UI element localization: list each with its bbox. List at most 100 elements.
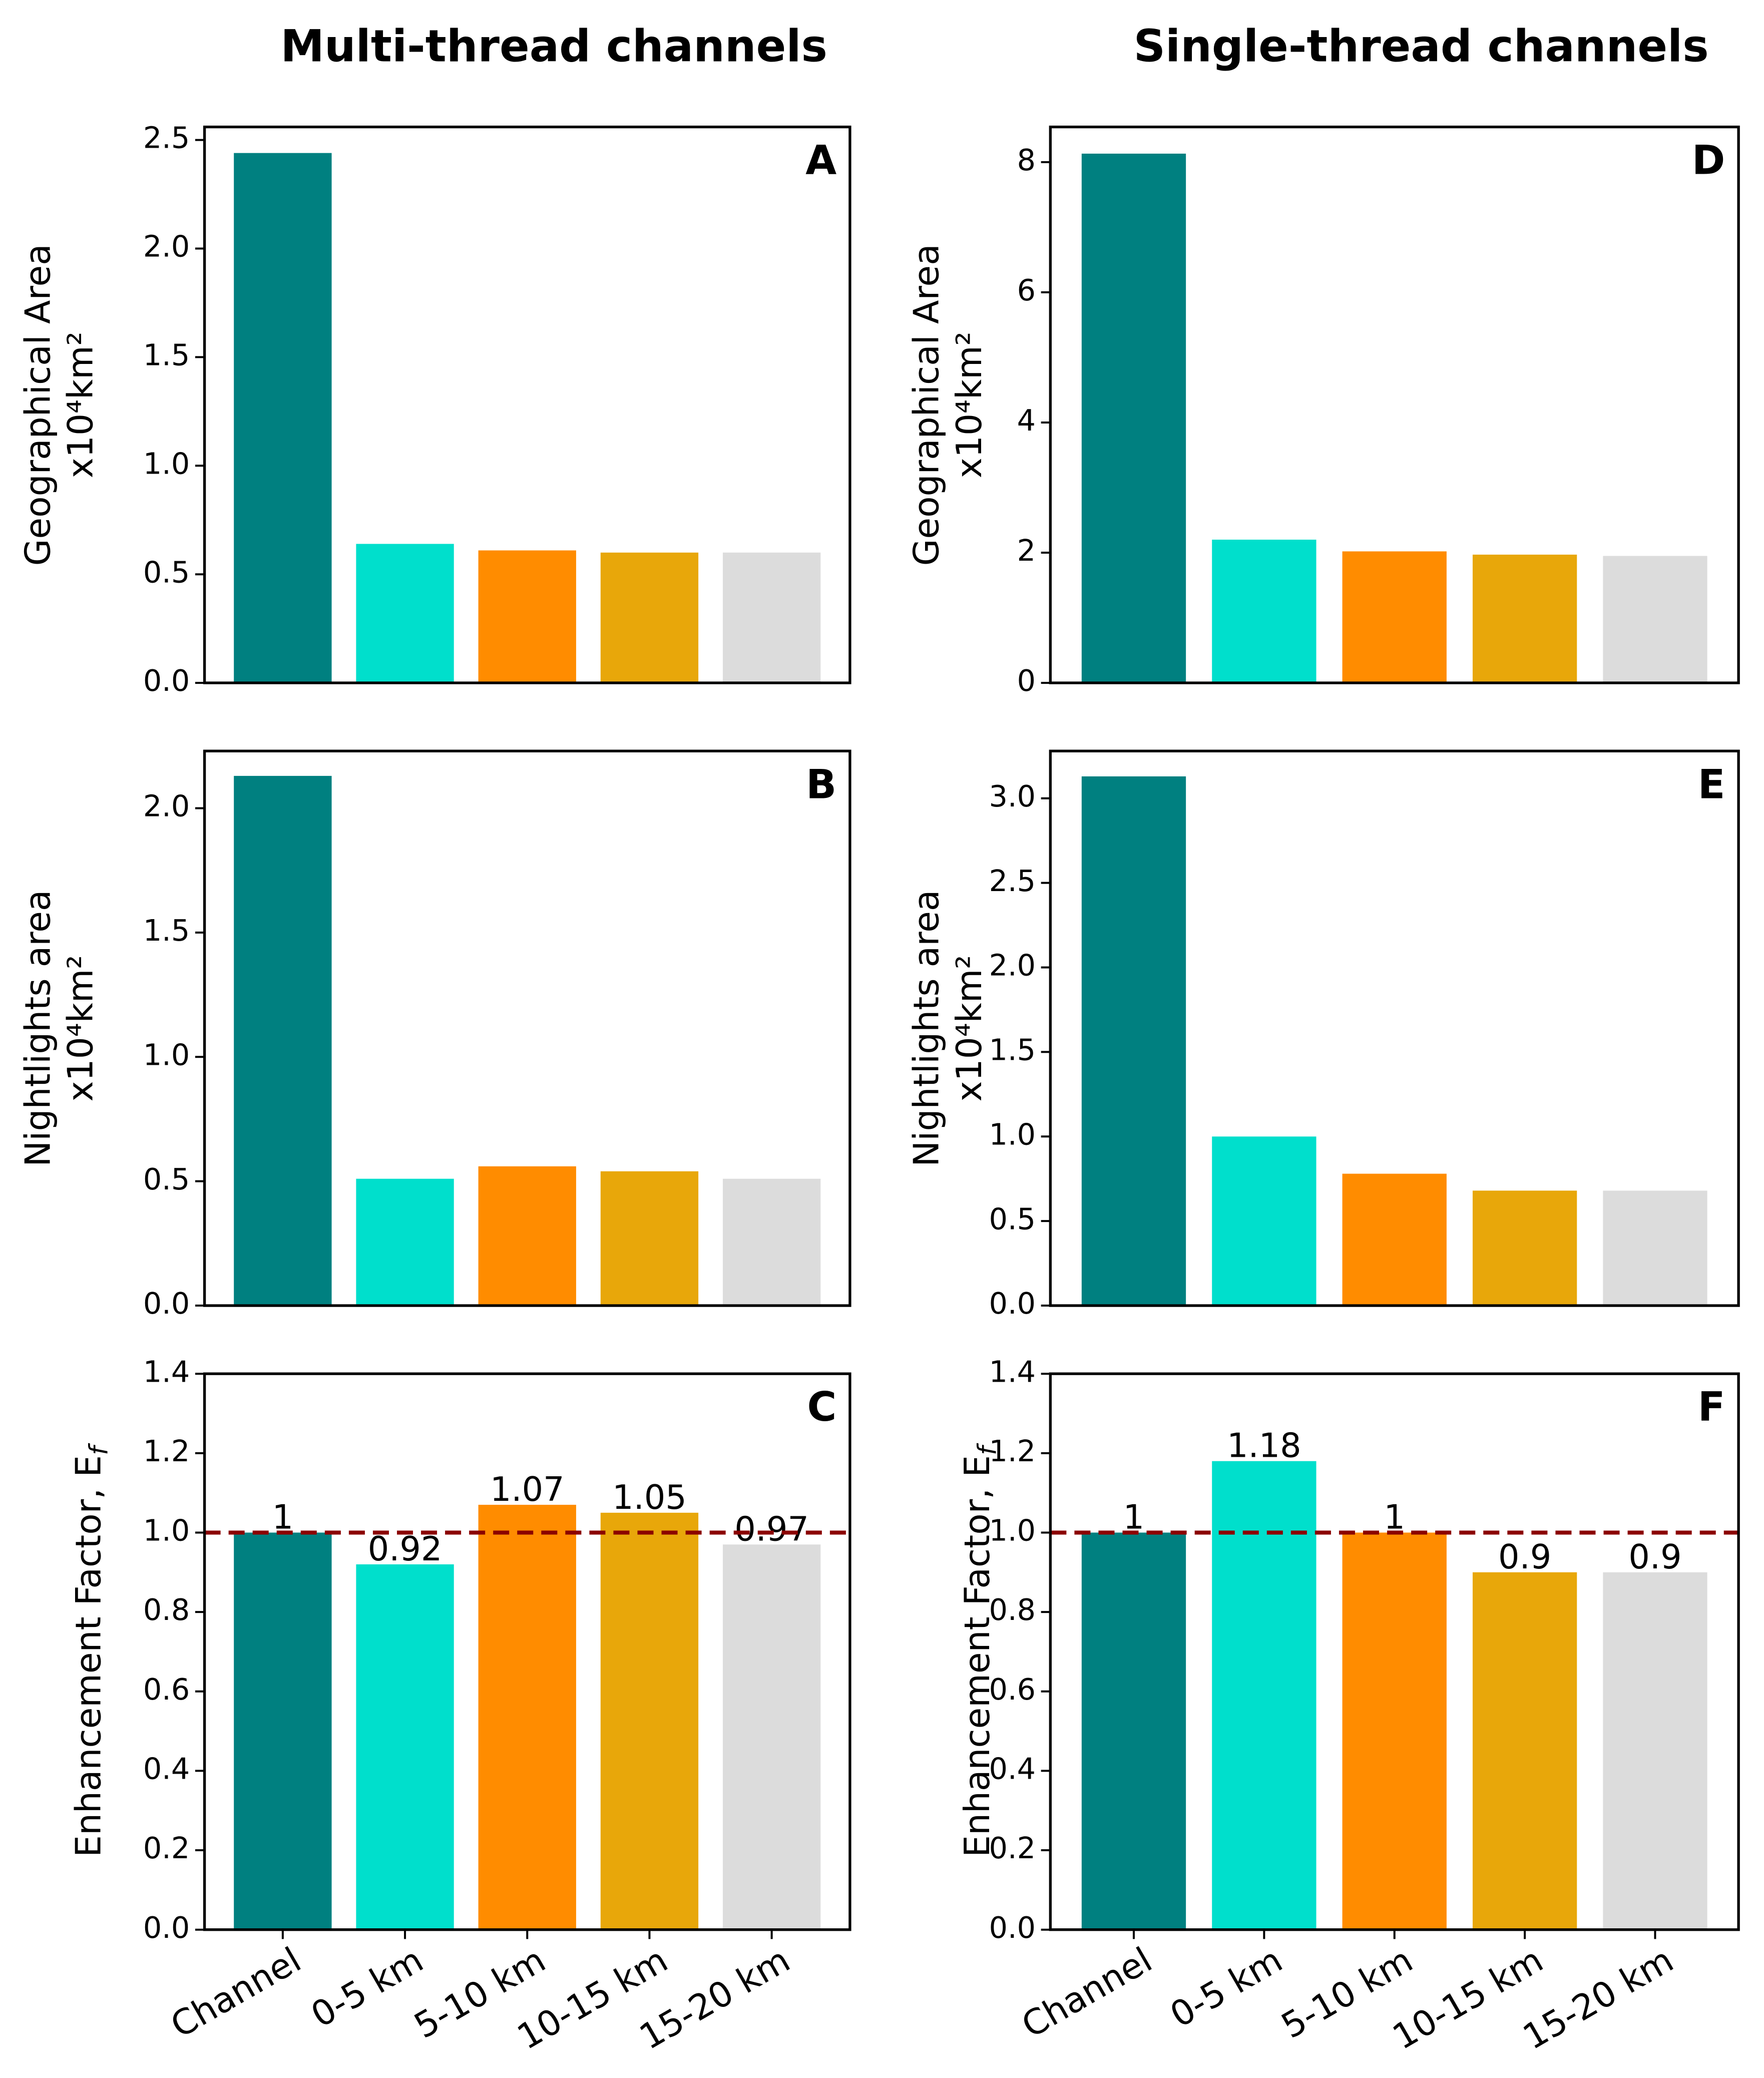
bar (1472, 554, 1577, 683)
value-label: 0.9 (1498, 1537, 1551, 1576)
y-axis-label: Geographical Area (907, 244, 947, 566)
y-tick-label: 1.4 (143, 1354, 190, 1389)
y-tick-label: 1.2 (143, 1434, 190, 1468)
y-tick-label: 1.5 (143, 913, 190, 948)
x-tick-label: 10-15 km (1386, 1940, 1550, 2057)
panel-label: A (805, 137, 836, 184)
y-tick-label: 0.5 (989, 1201, 1036, 1236)
y-tick-label: 1.0 (143, 446, 190, 481)
y-axis-label-main: Enhancement Factor, E (69, 1455, 109, 1857)
axes-frame (203, 125, 851, 684)
bar (478, 550, 576, 683)
y-tick-label: 0.0 (143, 1910, 190, 1945)
panel-label: E (1698, 761, 1725, 807)
y-tick-label: 2.5 (143, 121, 190, 155)
bar (234, 775, 332, 1306)
y-tick-label: 1.5 (989, 1033, 1036, 1067)
panel-label: C (807, 1384, 836, 1430)
y-tick-label: 1.0 (143, 1513, 190, 1548)
value-label: 1.05 (612, 1478, 687, 1517)
y-axis-label: Enhancement Factor, Ef (69, 1443, 114, 1857)
bar (1472, 1572, 1577, 1930)
y-tick-label: 0.0 (989, 1910, 1036, 1945)
y-tick-label: 1.0 (989, 1513, 1036, 1548)
y-axis-label: Nightlights area (18, 890, 58, 1167)
y-tick-label: 3.0 (989, 779, 1036, 813)
value-label: 0.97 (734, 1509, 809, 1548)
axes-frame (203, 1372, 851, 1931)
y-tick-label: 2.0 (143, 229, 190, 264)
bar (1603, 1572, 1707, 1930)
panel: 0.0 0.5 1.0 1.5 2.0 2.5 3.0 E Nightlights area x1… (907, 749, 1740, 1321)
y-axis-label: x10⁴km² (950, 955, 990, 1102)
bar (1212, 540, 1316, 683)
y-axis-label: Nightlights area (907, 890, 947, 1167)
bar (1472, 1190, 1577, 1306)
x-tick-label: 0-5 km (305, 1940, 430, 2035)
y-axis-label: Geographical Area (18, 244, 58, 566)
panel-label: F (1698, 1384, 1725, 1430)
y-tick-label: 2 (1017, 533, 1036, 568)
value-label: 1.07 (490, 1470, 565, 1509)
bar (600, 1171, 699, 1306)
panel: 0.0 0.2 0.4 0.6 0.8 1.0 1.2 1.4 1 Channel 0.92 0-5 … (69, 1354, 851, 2057)
bar (1603, 1190, 1707, 1306)
x-tick-label: 0-5 km (1164, 1940, 1289, 2035)
column-title: Multi-thread channels (280, 21, 827, 72)
y-tick-label: 0.0 (143, 663, 190, 698)
y-tick-label: 0.0 (989, 1286, 1036, 1321)
bar (722, 1544, 821, 1930)
y-tick-label: 0.4 (143, 1752, 190, 1786)
bar (722, 1178, 821, 1306)
value-label: 0.92 (368, 1529, 443, 1568)
y-tick-label: 6 (1017, 273, 1036, 307)
y-axis-label: x10⁴km² (61, 955, 101, 1102)
y-tick-label: 0.5 (143, 1162, 190, 1196)
bar (600, 552, 699, 683)
x-tick-label: Channel (1015, 1940, 1159, 2046)
y-axis-label: Enhancement Factor, Ef (958, 1443, 1002, 1857)
y-tick-label: 1.4 (989, 1354, 1036, 1389)
bar (1081, 776, 1186, 1306)
y-tick-label: 2.0 (143, 789, 190, 823)
value-label: 0.9 (1628, 1537, 1681, 1576)
axes-frame (1049, 749, 1740, 1307)
y-tick-label: 0.8 (143, 1592, 190, 1627)
y-tick-label: 2.0 (989, 948, 1036, 983)
y-tick-label: 0.8 (989, 1592, 1036, 1627)
y-tick-label: 2.5 (989, 864, 1036, 898)
bar (478, 1166, 576, 1306)
y-axis-label-main: Enhancement Factor, E (958, 1455, 998, 1857)
y-tick-label: 1.2 (989, 1434, 1036, 1468)
panel: 0.0 0.2 0.4 0.6 0.8 1.0 1.2 1.4 1 Channel 1.18 0-5 … (958, 1354, 1740, 2057)
bar (356, 544, 454, 683)
panel: Multi-thread channels 0.0 0.5 1.0 1.5 2.0 2.5 A… (18, 21, 851, 698)
panel: Single-thread channels 0 2 4 6 8 D Geographical… (907, 21, 1740, 698)
axes-frame (1049, 125, 1740, 684)
y-axis-label: x10⁴km² (61, 331, 101, 478)
y-tick-label: 0.5 (143, 555, 190, 589)
bar (1081, 153, 1186, 683)
x-tick-label: 15-20 km (1516, 1940, 1680, 2057)
bar (1212, 1461, 1316, 1930)
value-label: 1 (272, 1497, 293, 1536)
bar (1342, 1532, 1447, 1930)
x-tick-label: Channel (164, 1940, 308, 2046)
bar (1603, 556, 1707, 683)
y-tick-label: 0.2 (989, 1831, 1036, 1865)
y-tick-label: 1.5 (143, 338, 190, 372)
y-tick-label: 0.6 (143, 1672, 190, 1707)
y-tick-label: 1.0 (989, 1117, 1036, 1151)
y-tick-label: 0.6 (989, 1672, 1036, 1707)
y-axis-label-subscript: f (84, 1443, 113, 1455)
bar (722, 552, 821, 683)
y-tick-label: 0.4 (989, 1752, 1036, 1786)
panel-label: D (1692, 137, 1725, 184)
bar (356, 1178, 454, 1306)
bar (1081, 1532, 1186, 1930)
bar (478, 1504, 576, 1930)
value-label: 1 (1384, 1497, 1405, 1536)
bar (1212, 1136, 1316, 1306)
value-label: 1.18 (1227, 1426, 1301, 1465)
